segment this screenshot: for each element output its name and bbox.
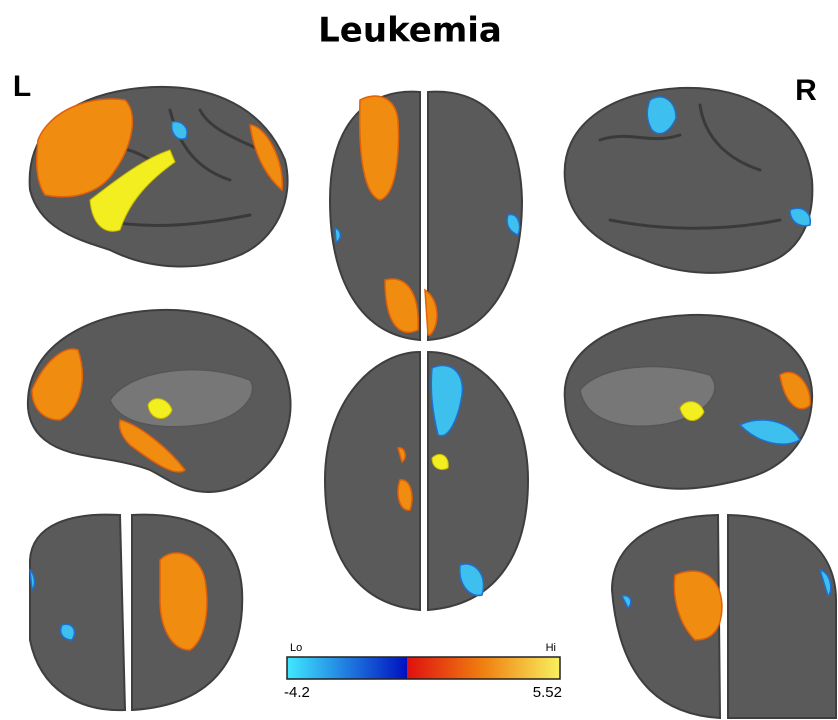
colorbar-high: [407, 657, 560, 679]
brain-dorsal: [328, 90, 524, 342]
brain-right-medial: [563, 313, 814, 490]
brain-left-coronal: [29, 513, 244, 712]
colorbar-max: 5.52: [533, 684, 562, 701]
title: Leukemia: [318, 11, 502, 51]
brain-ventral: [323, 350, 530, 612]
left-label: L: [13, 70, 31, 103]
brain-right-lateral: [563, 86, 814, 274]
colorbar-lo-label: Lo: [290, 642, 302, 654]
brain-left-lateral: [28, 85, 289, 268]
colorbar-low: [287, 657, 407, 679]
brain-left-medial: [26, 308, 292, 493]
colorbar-frame: [286, 656, 561, 680]
colorbar-min: -4.2: [284, 684, 310, 701]
colorbar: Lo Hi -4.2 5.52: [284, 642, 562, 701]
brain-right-coronal: [610, 513, 837, 720]
right-label: R: [795, 74, 817, 107]
colorbar-hi-label: Hi: [546, 642, 556, 654]
